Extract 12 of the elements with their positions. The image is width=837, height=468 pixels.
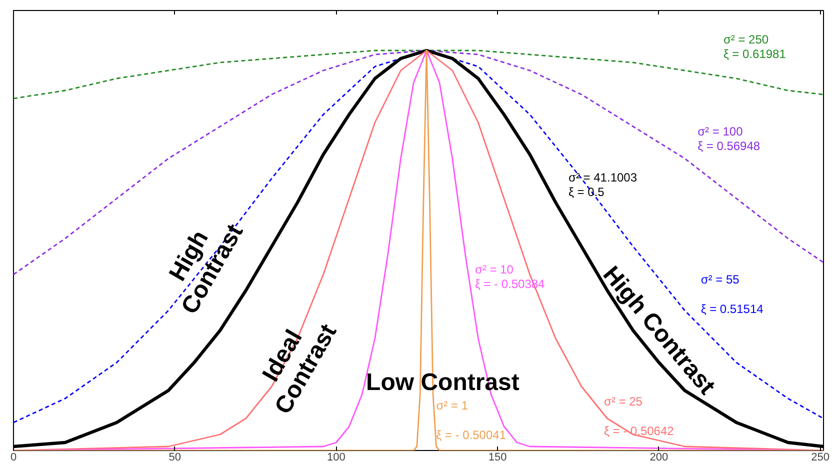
x-tick-label: 0 (10, 452, 17, 464)
x-tick-label: 200 (650, 452, 668, 464)
text: σ² = 1 ξ = - 0.50041 (436, 398, 506, 442)
x-tick-label: 50 (168, 452, 181, 464)
x-tick-label: 150 (488, 452, 507, 464)
text: σ² = 25 ξ = - 0.50642 (604, 394, 674, 438)
series-label: σ² = 250 ξ = 0.61981 (723, 32, 786, 62)
series-label: σ² = 100 ξ = 0.56948 (698, 124, 760, 154)
x-tick-label: 250 (811, 452, 830, 464)
series-label: σ² = 41.1003 ξ = 0.5 (568, 170, 638, 200)
text: σ² = 55 ξ = 0.51514 (700, 272, 764, 316)
x-tick-label: 100 (327, 452, 346, 464)
